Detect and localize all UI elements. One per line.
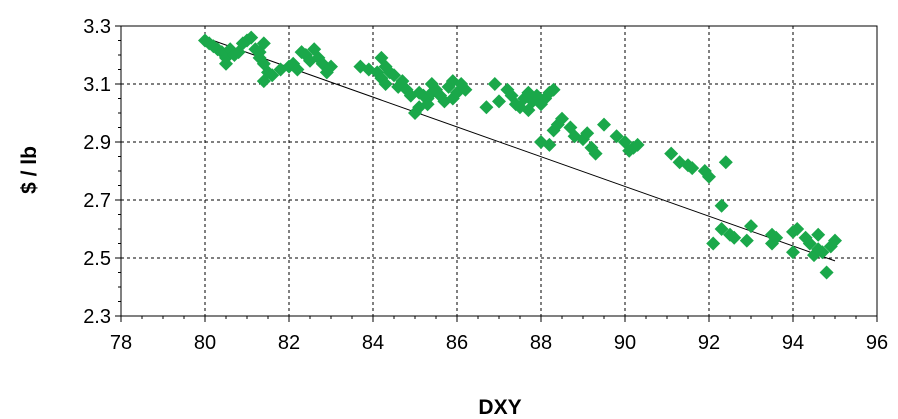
data-point [265, 68, 280, 83]
data-point [714, 198, 729, 213]
data-point [387, 68, 401, 83]
x-tick-label: 90 [614, 332, 636, 354]
data-point [706, 236, 721, 251]
data-point [244, 30, 259, 45]
data-point [765, 227, 779, 242]
data-point [479, 100, 494, 115]
data-point [256, 36, 271, 51]
data-point [815, 245, 830, 260]
data-point [458, 82, 473, 97]
data-point [580, 126, 595, 141]
data-point [324, 59, 338, 74]
y-tick-label: 3.1 [83, 74, 111, 96]
plot-border [120, 25, 878, 317]
x-tick-label: 96 [866, 332, 888, 354]
x-tick-label: 78 [110, 332, 132, 354]
data-point [718, 155, 733, 170]
x-tick-label: 80 [194, 332, 216, 354]
x-tick-label: 94 [782, 332, 804, 354]
data-point [420, 97, 435, 112]
data-point [786, 245, 800, 260]
x-tick-label: 84 [362, 332, 384, 354]
y-axis-title: $ / lb [18, 146, 41, 194]
data-point [811, 227, 826, 242]
x-axis-title: DXY [478, 396, 521, 419]
grid-lines [121, 25, 878, 316]
data-point [702, 169, 716, 184]
data-point [500, 82, 515, 97]
data-point [290, 62, 305, 77]
data-points [198, 30, 842, 280]
data-point [597, 117, 611, 132]
y-tick-label: 2.5 [83, 248, 111, 270]
y-tick-label: 2.3 [83, 306, 111, 328]
trendline [204, 37, 836, 262]
data-point [819, 265, 834, 280]
data-point [487, 77, 502, 91]
data-point [546, 82, 561, 97]
x-tick-label: 88 [530, 332, 552, 354]
tick-labels: 78 80 82 84 86 88 90 92 94 96 2.3 2.5 2.7 2.9 3.1 3.3 [83, 16, 888, 354]
x-tick-label: 92 [698, 332, 720, 354]
data-point [256, 74, 271, 89]
data-point [555, 111, 569, 126]
axes [115, 25, 878, 322]
data-point [492, 94, 506, 109]
data-point [790, 222, 805, 236]
data-point [685, 161, 700, 176]
trendline-layer [204, 37, 836, 262]
y-tick-label: 2.9 [83, 132, 111, 154]
data-point [802, 236, 817, 251]
data-point [664, 146, 679, 161]
x-tick-label: 82 [278, 332, 300, 354]
y-tick-label: 2.7 [83, 190, 111, 212]
x-tick-label: 86 [446, 332, 468, 354]
data-point [630, 137, 645, 152]
data-point [609, 129, 624, 144]
data-point [714, 222, 729, 236]
data-point [727, 230, 742, 245]
data-point [219, 56, 233, 71]
data-point [378, 77, 393, 91]
data-point [542, 137, 557, 152]
data-point [828, 233, 842, 248]
data-point [588, 146, 603, 161]
data-point [739, 233, 754, 248]
y-tick-label: 3.3 [83, 16, 111, 38]
data-point [744, 219, 758, 234]
